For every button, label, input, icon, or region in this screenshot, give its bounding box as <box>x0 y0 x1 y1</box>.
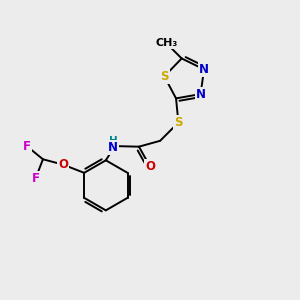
Text: F: F <box>23 140 31 152</box>
Text: CH₃: CH₃ <box>155 38 178 48</box>
Text: O: O <box>145 160 155 173</box>
Text: N: N <box>108 141 118 154</box>
Text: H: H <box>109 136 118 146</box>
Text: F: F <box>32 172 40 185</box>
Text: O: O <box>58 158 68 171</box>
Text: S: S <box>160 70 169 83</box>
Text: S: S <box>174 116 183 129</box>
Text: N: N <box>199 63 209 76</box>
Text: N: N <box>196 88 206 100</box>
